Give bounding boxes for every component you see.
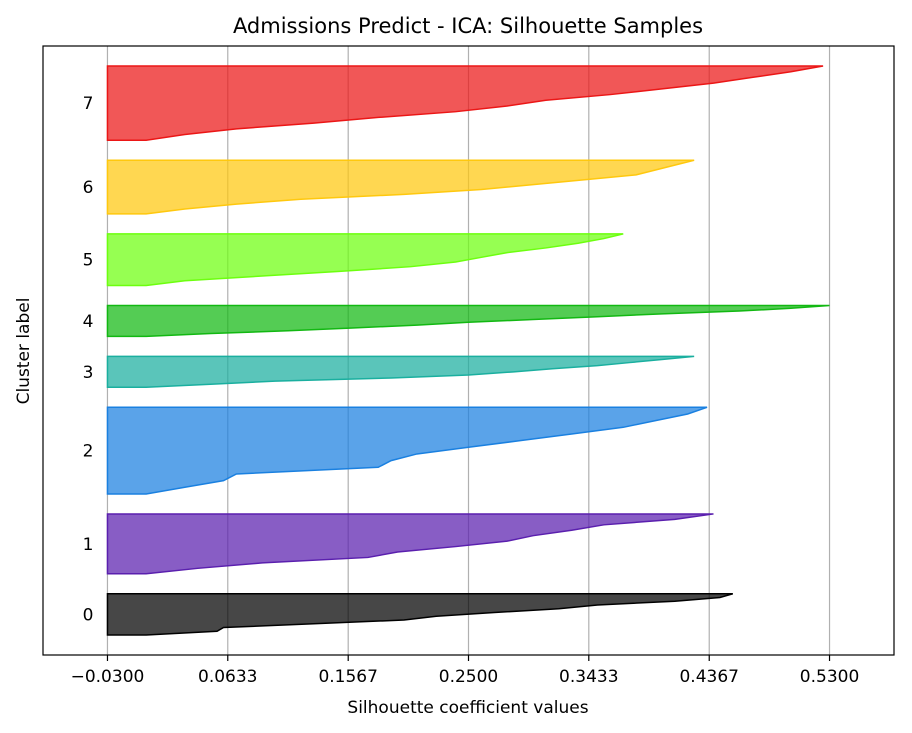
x-axis-ticks: −0.0300 0.0633 0.1567 0.2500 0.3433 0.4367 0.5…	[71, 655, 859, 687]
cluster-label-7: 7	[83, 94, 94, 114]
cluster-label-3: 3	[83, 363, 94, 383]
x-tick-label: 0.0633	[198, 667, 257, 687]
cluster-label-4: 4	[83, 312, 94, 332]
y-axis-label: Cluster label	[14, 298, 34, 405]
x-tick-label: 0.4367	[679, 667, 738, 687]
cluster-label-1: 1	[83, 535, 94, 555]
silhouette-band-cluster-2	[106, 406, 708, 495]
cluster-label-2: 2	[83, 442, 94, 462]
silhouette-band-cluster-4	[106, 304, 830, 338]
cluster-label-0: 0	[83, 605, 94, 625]
cluster-label-6: 6	[83, 178, 94, 198]
gridlines	[106, 46, 831, 655]
x-tick-label: 0.5300	[800, 667, 859, 687]
silhouette-band-cluster-3	[106, 355, 695, 389]
silhouette-band-cluster-7	[106, 65, 824, 141]
chart-title: Admissions Predict - ICA: Silhouette Sam…	[233, 14, 703, 38]
x-axis-label: Silhouette coefficient values	[347, 698, 588, 718]
x-tick-label: −0.0300	[71, 667, 145, 687]
x-tick-label: 0.2500	[439, 667, 498, 687]
silhouette-band-cluster-1	[106, 513, 714, 575]
silhouette-band-cluster-6	[106, 159, 695, 215]
silhouette-band-cluster-5	[106, 233, 624, 287]
cluster-labels: 0 1 2 3 4 5 6 7	[83, 94, 94, 625]
plot-frame	[42, 45, 895, 656]
x-tick-label: 0.3433	[559, 667, 618, 687]
cluster-label-5: 5	[83, 251, 94, 271]
cluster-areas	[106, 65, 830, 636]
x-tick-label: 0.1567	[318, 667, 377, 687]
silhouette-band-cluster-0	[106, 593, 734, 636]
